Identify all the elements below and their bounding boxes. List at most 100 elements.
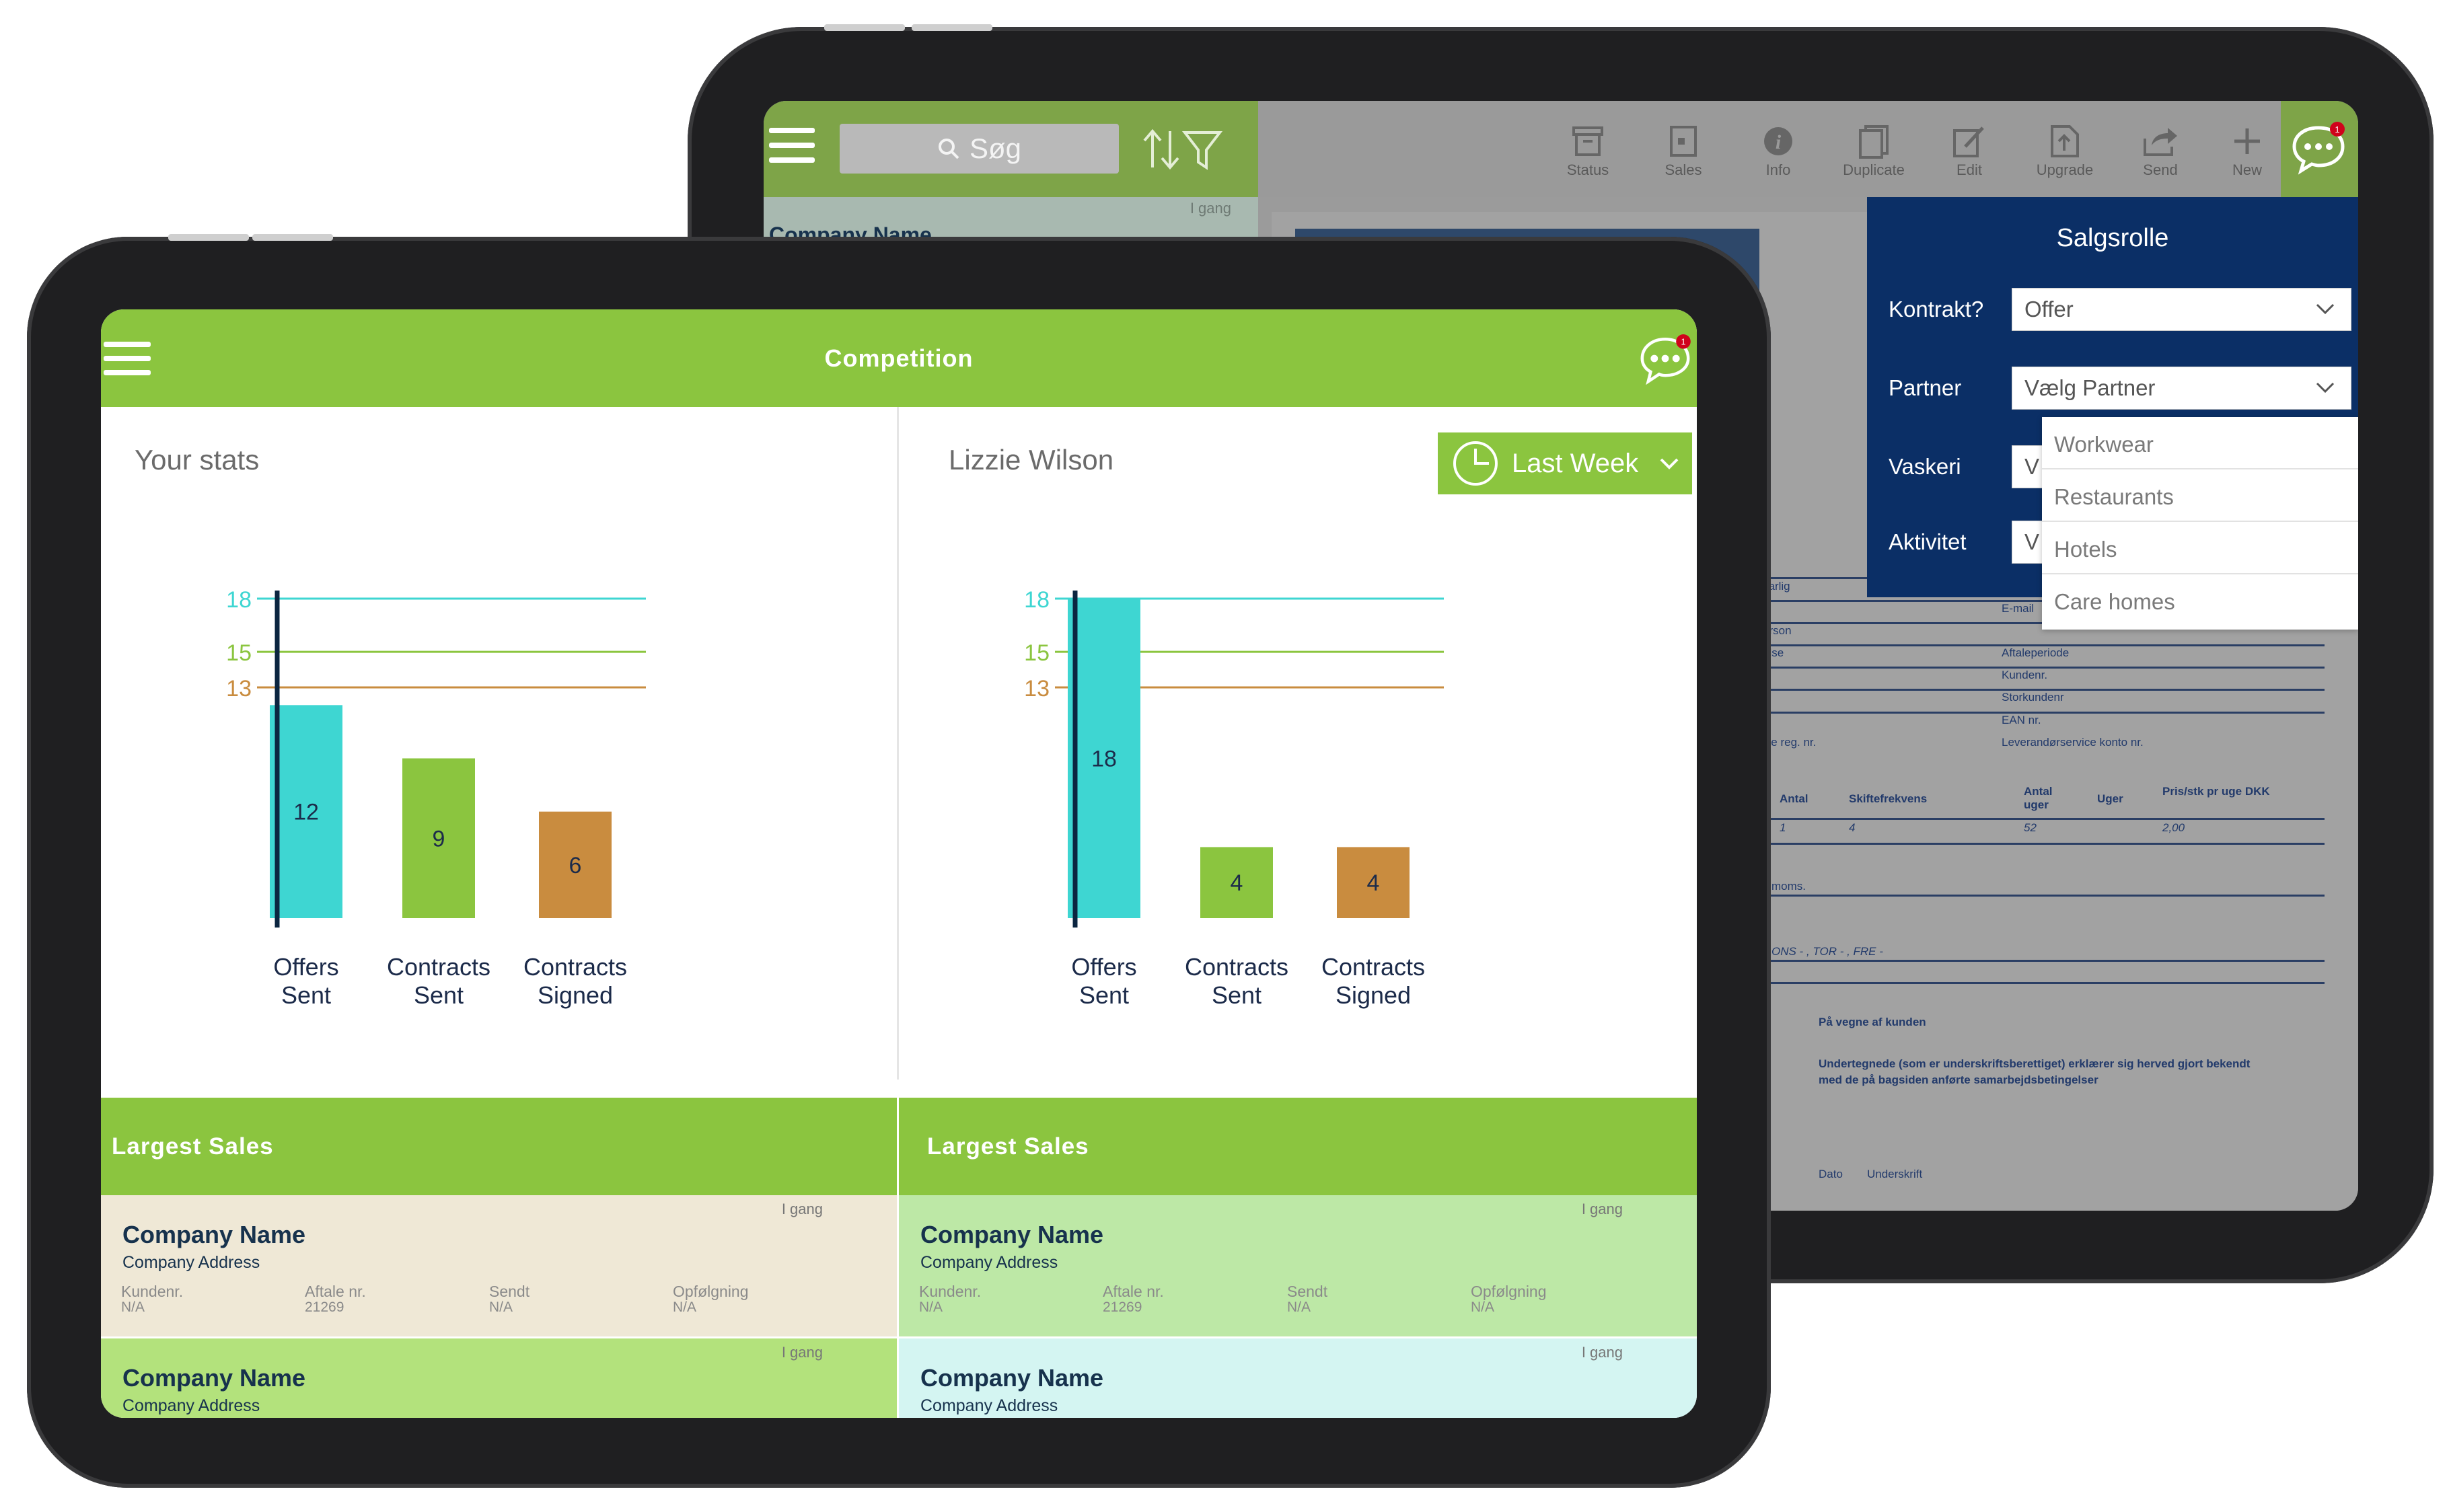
table-header: Antal: [1780, 792, 1808, 805]
share-icon: [2144, 128, 2177, 156]
info-label: Info: [1765, 161, 1791, 178]
partner-value: Vælg Partner: [2024, 375, 2156, 400]
send-button[interactable]: Send: [2117, 121, 2204, 195]
form-label: Aftaleperiode: [2002, 646, 2070, 659]
competitor-stats-chart: 18151318OffersSent4ContractsSent4Contrac…: [1024, 587, 1444, 1009]
page-title: Competition: [824, 344, 974, 372]
status-button[interactable]: Status: [1544, 121, 1632, 195]
category-label: Contracts: [523, 953, 627, 981]
chevron-down-icon: [2316, 382, 2335, 393]
reference-line-label: 18: [1024, 587, 1050, 613]
sort-filter-button[interactable]: [1140, 120, 1228, 179]
form-line: [1759, 712, 2325, 714]
bar: [270, 705, 342, 918]
kontrakt-select[interactable]: Offer: [2012, 288, 2351, 331]
divider: [2042, 521, 2358, 522]
signature-label: Underskrift: [1867, 1168, 1923, 1180]
info-button[interactable]: i Info: [1734, 121, 1822, 195]
form-label: ice reg. nr.: [1763, 736, 1817, 749]
field-value: N/A: [673, 1299, 697, 1315]
table-cell: 1: [1780, 821, 1786, 834]
edit-button[interactable]: Edit: [1926, 121, 2013, 195]
field-label: Kundenr.: [919, 1283, 982, 1300]
chevron-down-icon: [2316, 303, 2335, 315]
sale-card[interactable]: I gang Company Name Company Address: [101, 1338, 897, 1418]
your-stats-chart: 18151312OffersSent9ContractsSent6Contrac…: [226, 587, 646, 1009]
sale-card[interactable]: I gang Company Name Company Address Kund…: [899, 1195, 1697, 1336]
sort-filter-icon: [1143, 128, 1223, 170]
bar-value-label: 4: [1367, 870, 1380, 896]
dropdown-option[interactable]: Care homes: [2054, 589, 2175, 614]
menu-icon[interactable]: [764, 128, 817, 168]
period-label: Last Week: [1512, 448, 1639, 478]
dropdown-option[interactable]: Workwear: [2054, 432, 2154, 457]
category-label: Offers: [273, 953, 338, 981]
info-icon: i: [1764, 127, 1792, 155]
field-value: N/A: [919, 1299, 943, 1315]
sale-status: I gang: [781, 1201, 823, 1217]
category-label: Signed: [538, 981, 613, 1009]
sale-card[interactable]: I gang Company Name Company Address: [899, 1338, 1697, 1418]
reference-line-label: 13: [1024, 676, 1050, 702]
reference-line-label: 18: [226, 587, 252, 613]
sales-label: Sales: [1665, 161, 1702, 178]
new-button[interactable]: New: [2203, 121, 2291, 195]
search-input[interactable]: Søg: [840, 124, 1119, 174]
field-label: Sendt: [489, 1283, 530, 1300]
largest-sales-header-left: Largest Sales: [101, 1098, 897, 1195]
table-cell: 2,00: [2162, 821, 2185, 834]
days-text: ONS - , TOR - , FRE -: [1771, 945, 1883, 958]
document-icon: [1670, 126, 1697, 157]
form-line: [1759, 644, 2325, 646]
period-selector[interactable]: Last Week: [1438, 432, 1692, 494]
chat-icon: 1: [2292, 122, 2345, 175]
company-name: Company Name: [920, 1221, 1104, 1248]
sales-button[interactable]: Sales: [1640, 121, 1727, 195]
chat-button[interactable]: 1: [1635, 328, 1695, 389]
category-label: Contracts: [1321, 953, 1425, 981]
chat-button[interactable]: 1: [2281, 101, 2358, 197]
svg-text:i: i: [1776, 131, 1782, 153]
table-header: Skiftefrekvens: [1849, 792, 1928, 805]
sale-status: I gang: [1581, 1201, 1623, 1217]
upgrade-icon: [2051, 125, 2079, 157]
chat-notification-badge: 1: [1681, 337, 1685, 346]
partner-select[interactable]: Vælg Partner: [2012, 367, 2351, 410]
company-address: Company Address: [122, 1253, 260, 1272]
partner-dropdown: Workwear Restaurants Hotels Care homes: [2042, 417, 2358, 630]
dropdown-option[interactable]: Restaurants: [2054, 484, 2174, 509]
dropdown-option[interactable]: Hotels: [2054, 537, 2117, 562]
duplicate-label: Duplicate: [1843, 161, 1905, 178]
reference-line-label: 15: [1024, 640, 1050, 666]
menu-icon[interactable]: [104, 342, 155, 377]
back-list-header: Søg: [764, 101, 1258, 197]
table-header: Pris/stk pr uge DKK: [2162, 785, 2270, 798]
bar: [1200, 847, 1273, 918]
upgrade-label: Upgrade: [2036, 161, 2094, 178]
bar: [539, 811, 612, 918]
panel-divider: [897, 407, 899, 1080]
chevron-down-icon: [1660, 458, 1679, 469]
kontrakt-label: Kontrakt?: [1889, 297, 1984, 322]
declaration-text: Undertegnede (som er underskriftsberetti…: [1819, 1057, 2251, 1070]
duplicate-button[interactable]: Duplicate: [1830, 121, 1917, 195]
company-name: Company Name: [122, 1221, 306, 1248]
bar-value-label: 12: [293, 800, 319, 825]
date-label: Dato: [1819, 1168, 1843, 1180]
form-label: EAN nr.: [2002, 714, 2041, 726]
form-line: [1759, 667, 2325, 669]
front-tablet-screen: Competition 1 Your stats Lizzie Wilson L…: [101, 309, 1697, 1418]
behalf-text: På vegne af kunden: [1819, 1016, 1926, 1028]
upgrade-button[interactable]: Upgrade: [2021, 121, 2109, 195]
reference-line-label: 13: [226, 676, 252, 702]
field-value: N/A: [121, 1299, 145, 1315]
vaskeri-label: Vaskeri: [1889, 454, 1961, 479]
form-line: [1759, 818, 2325, 820]
form-label: Storkundenr: [2002, 691, 2064, 704]
bar-value-label: 9: [433, 826, 445, 852]
field-value: N/A: [1287, 1299, 1311, 1315]
field-label: Aftale nr.: [1103, 1283, 1164, 1300]
table-cell: 52: [2024, 821, 2037, 834]
sale-card[interactable]: I gang Company Name Company Address Kund…: [101, 1195, 897, 1336]
chat-icon: 1: [1640, 334, 1691, 385]
